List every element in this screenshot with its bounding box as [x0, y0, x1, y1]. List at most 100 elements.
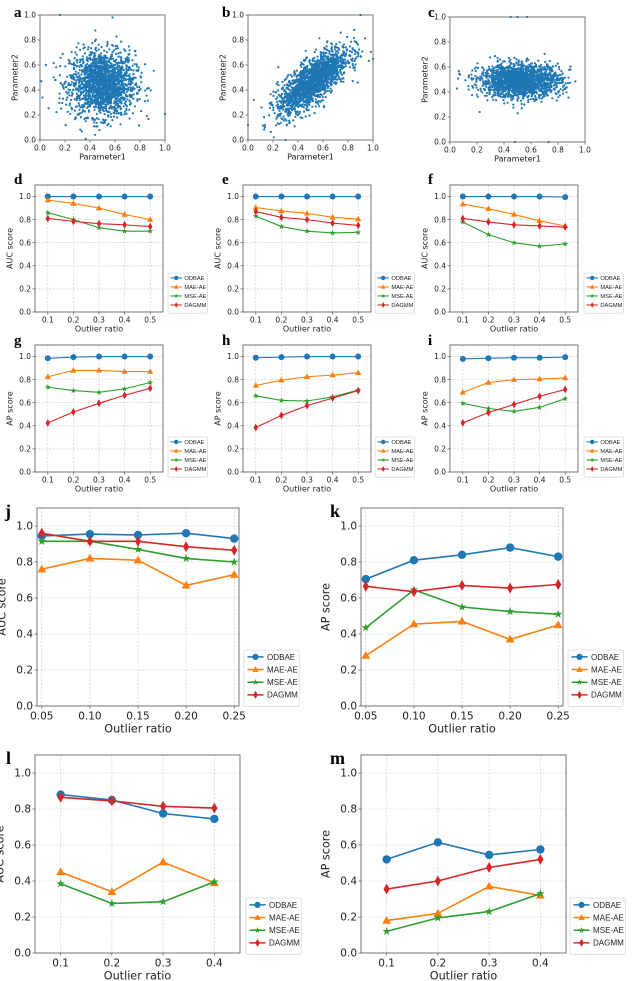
scatter-point [324, 51, 327, 54]
scatter-point [63, 82, 66, 86]
scatter-point [268, 102, 271, 105]
scatter-point [131, 112, 134, 115]
scatter-point [302, 106, 305, 109]
scatter-point [348, 66, 351, 69]
scatter-point [561, 78, 565, 81]
x-tick-label: 0.8 [134, 144, 146, 153]
scatter-point [348, 45, 351, 48]
scatter-point [315, 100, 318, 103]
scatter-point [95, 94, 98, 97]
scatter-point [104, 89, 107, 92]
scatter-point [89, 86, 92, 89]
scatter-point [95, 58, 98, 61]
scatter-point [69, 83, 72, 86]
scatter-point [117, 55, 120, 58]
scatter-point [335, 61, 338, 65]
scatter-point [289, 81, 292, 84]
scatter-point [52, 76, 55, 79]
scatter-point [114, 98, 117, 101]
scatter-point [312, 59, 315, 62]
scatter-point [555, 83, 558, 87]
scatter-point [328, 50, 331, 53]
scatter-point [87, 110, 91, 113]
scatter-point [499, 75, 502, 78]
scatter-point [320, 74, 324, 77]
scatter-point [98, 86, 101, 89]
scatter-point [323, 89, 326, 92]
scatter-point [111, 91, 114, 95]
scatter-point [543, 67, 546, 70]
scatter-point [499, 58, 502, 61]
scatter-point [87, 93, 90, 96]
scatter-point [294, 110, 297, 113]
scatter-point [546, 74, 549, 77]
scatter-point [132, 93, 135, 96]
scatter-point [124, 60, 127, 63]
scatter-point [107, 60, 110, 63]
scatter-point [99, 99, 102, 102]
scatter-point [116, 73, 119, 76]
scatter-point [288, 119, 291, 122]
scatter-point [129, 78, 132, 81]
scatter-point [305, 74, 308, 77]
scatter-point [88, 67, 91, 70]
scatter-point [95, 49, 98, 52]
scatter-point [73, 109, 77, 112]
scatter-point [318, 105, 321, 108]
scatter-point [74, 81, 78, 84]
scatter-point [467, 74, 471, 77]
scatter-point [288, 97, 291, 101]
scatter-point [124, 93, 128, 96]
scatter-point [81, 111, 84, 114]
scatter-point [139, 88, 142, 91]
panel-letter: b [222, 5, 230, 21]
scatter-point [302, 63, 305, 66]
scatter-point [61, 97, 65, 100]
scatter-point [560, 70, 563, 73]
scatter-point [303, 66, 306, 70]
scatter-point [127, 67, 130, 70]
scatter-point [343, 71, 346, 74]
scatter-point [287, 107, 291, 110]
scatter-point [127, 78, 130, 81]
scatter-point [64, 85, 68, 88]
scatter-point [276, 80, 279, 84]
scatter-point [326, 58, 329, 61]
scatter-point [73, 85, 76, 88]
scatter-point [277, 84, 280, 87]
scatter-point [329, 84, 332, 87]
scatter-point [282, 119, 285, 122]
scatter-point [313, 50, 316, 54]
scatter-point [84, 94, 88, 98]
scatter-point [334, 78, 337, 81]
scatter-point [104, 65, 107, 68]
scatter-point [272, 109, 275, 112]
scatter-point [66, 75, 69, 78]
scatter-point [119, 51, 122, 54]
scatter-point [85, 68, 88, 71]
scatter-point [313, 63, 316, 66]
scatter-point [78, 108, 81, 111]
scatter-point [508, 60, 511, 63]
scatter-point [335, 67, 338, 70]
scatter-point [98, 107, 101, 110]
scatter-point [90, 53, 93, 56]
scatter-point [75, 59, 78, 62]
scatter-point [332, 65, 335, 68]
y-axis-label: Parameter2 [11, 54, 20, 101]
scatter-point [68, 74, 71, 77]
scatter-point [283, 105, 286, 108]
scatter-point [324, 87, 327, 90]
scatter-point [282, 108, 285, 111]
scatter-point [539, 65, 542, 68]
scatter-point [359, 55, 362, 58]
scatter-point [304, 115, 307, 118]
scatter-point [91, 58, 95, 62]
scatter-point [324, 91, 327, 94]
scatter-point [315, 48, 318, 51]
scatter-point [114, 104, 117, 107]
scatter-point [79, 128, 82, 131]
scatter-point [505, 67, 508, 70]
scatter-point [308, 114, 311, 117]
scatter-point [123, 71, 127, 75]
